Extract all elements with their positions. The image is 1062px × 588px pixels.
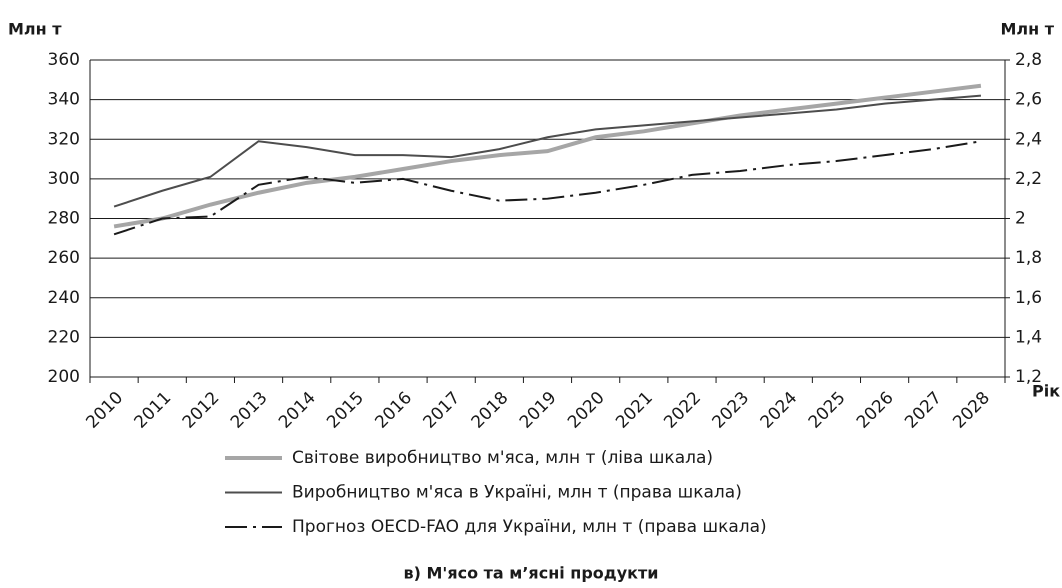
x-tick-label: 2017 <box>420 388 465 433</box>
y2-tick-label: 2,8 <box>1015 50 1042 70</box>
y2-axis-label: Млн т <box>1000 20 1054 39</box>
series-line <box>113 94 982 208</box>
x-tick-label: 2018 <box>468 388 513 433</box>
y2-tick-label: 2,6 <box>1015 90 1042 110</box>
y2-tick-label: 2,2 <box>1015 169 1042 189</box>
x-tick-label: 2012 <box>179 388 224 433</box>
x-tick-label: 2021 <box>612 388 657 433</box>
series-line <box>113 140 982 236</box>
y2-tick-label: 1,8 <box>1015 248 1042 268</box>
x-tick-label: 2025 <box>805 388 850 433</box>
y-tick-label: 300 <box>48 169 80 189</box>
y-tick-label: 220 <box>48 327 80 347</box>
legend-label: Прогноз OECD-FAO для України, млн т (пра… <box>292 517 767 537</box>
x-tick-label: 2011 <box>131 388 176 433</box>
series-line <box>113 83 982 229</box>
x-tick-label: 2013 <box>227 388 272 433</box>
y-tick-label: 360 <box>48 50 80 70</box>
y-tick-label: 340 <box>48 90 80 110</box>
x-tick-label: 2023 <box>708 388 753 433</box>
x-axis-label: Рік <box>1032 382 1060 401</box>
x-tick-label: 2020 <box>564 388 609 433</box>
y2-tick-label: 2 <box>1015 209 1026 229</box>
y-tick-label: 260 <box>48 248 80 268</box>
x-tick-label: 2028 <box>949 388 994 433</box>
y-tick-label: 320 <box>48 129 80 149</box>
x-tick-label: 2019 <box>516 388 561 433</box>
y2-tick-label: 1,6 <box>1015 288 1042 308</box>
legend-label: Виробництво м'яса в Україні, млн т (прав… <box>292 483 742 503</box>
y2-tick-label: 1,4 <box>1015 327 1042 347</box>
y2-tick-label: 1,2 <box>1015 367 1042 387</box>
x-tick-label: 2015 <box>323 388 368 433</box>
y-tick-label: 200 <box>48 367 80 387</box>
caption: в) М'ясо та м’ясні продукти <box>403 564 658 583</box>
x-tick-label: 2016 <box>371 388 416 433</box>
x-tick-label: 2024 <box>757 388 802 433</box>
x-tick-label: 2026 <box>853 388 898 433</box>
y-tick-label: 280 <box>48 209 80 229</box>
y-axis-label: Млн т <box>8 20 62 39</box>
x-tick-label: 2010 <box>82 388 127 433</box>
x-tick-label: 2014 <box>275 388 320 433</box>
y2-tick-label: 2,4 <box>1015 129 1042 149</box>
x-tick-label: 2022 <box>660 388 705 433</box>
y-tick-label: 240 <box>48 288 80 308</box>
x-tick-label: 2027 <box>901 388 946 433</box>
legend-label: Світове виробництво м'яса, млн т (ліва ш… <box>292 448 713 468</box>
